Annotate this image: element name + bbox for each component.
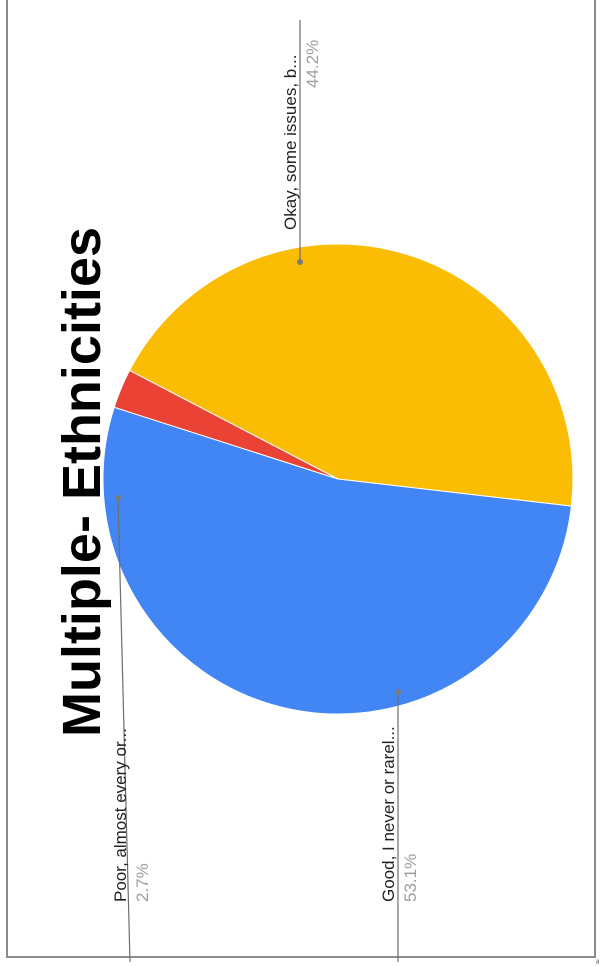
pie-slices	[102, 243, 574, 715]
leader-okay-dot	[297, 259, 303, 265]
percent-good: 53.1%	[401, 854, 420, 902]
leader-lines	[115, 20, 401, 963]
label-good: Good, I never or rarel...	[379, 726, 398, 902]
leader-poor-dot	[115, 495, 121, 501]
label-okay: Okay, some issues, b...	[281, 55, 300, 230]
slice-okay	[128, 243, 574, 507]
label-poor: Poor, almost every or...	[111, 728, 130, 902]
leader-poor	[117, 497, 131, 963]
slice-poor	[113, 369, 339, 480]
chart-title: Multiple- Ethnicities	[52, 227, 112, 737]
slice-good	[102, 406, 572, 715]
leader-good-dot	[395, 689, 401, 695]
corner-mark: ð	[596, 960, 600, 966]
percent-poor: 2.7%	[133, 863, 152, 902]
percent-okay: 44.2%	[303, 40, 322, 88]
